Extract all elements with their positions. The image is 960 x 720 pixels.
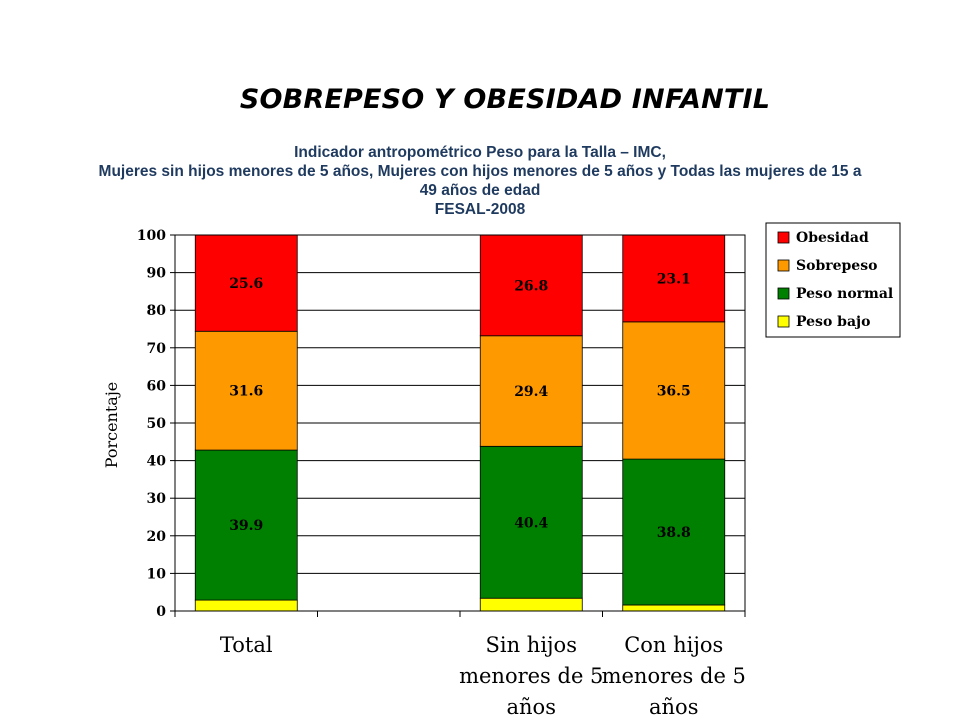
y-tick-label: 80 [147,303,167,319]
legend: Obesidad Sobrepeso Peso normal Peso bajo [765,222,901,338]
bar-segment [479,597,583,612]
bar-segment [194,599,298,612]
bar-segment [622,234,726,323]
bar-segment [622,458,726,606]
x-category-label: años [507,695,556,719]
bar-value-label: 40.4 [514,515,548,531]
bar-value-label: 29.4 [514,384,548,400]
y-tick-label: 10 [147,566,167,582]
legend-swatch [777,231,790,244]
bar-value-label: 36.5 [657,383,691,399]
y-tick-label: 50 [147,416,167,432]
bar-segment [479,234,583,337]
bars [194,234,726,612]
y-tick-label: 0 [156,604,166,620]
y-tick-label: 40 [147,454,167,470]
y-tick-label: 70 [147,341,167,357]
legend-swatch [777,315,790,328]
legend-label: Obesidad [796,230,869,246]
bar-value-label: 26.8 [514,278,548,294]
bar-value-label: 25.6 [229,276,263,292]
bar-value-label: 39.9 [229,518,263,534]
x-category-label: Con hijos [624,633,723,657]
legend-label: Peso bajo [796,314,870,330]
y-tick-label: 90 [147,266,167,282]
x-category-label: años [649,695,698,719]
axes: 0 10 20 30 40 50 60 70 80 90 100 Total Sin hijos meno… [137,228,746,719]
bar-segment [622,321,726,460]
bar-segment [194,330,298,451]
x-category-label: Sin hijos [486,633,577,657]
y-axis-label: Porcentaje [102,382,121,469]
bar-segment [479,445,583,599]
y-tick-label: 60 [147,378,167,394]
bar-segment [479,335,583,447]
bar-value-label: 23.1 [657,271,691,287]
slide-title: SOBREPESO Y OBESIDAD INFANTIL [239,84,771,115]
bar-value-label: 38.8 [657,525,691,541]
bar-segment [622,604,726,612]
y-tick-label: 100 [137,228,166,244]
legend-swatch [777,259,790,272]
subtitle-line-2: Mujeres sin hijos menores de 5 años, Muj… [98,163,862,180]
bar-segment [194,449,298,601]
subtitle-line-4: FESAL-2008 [434,201,526,218]
subtitle-line-1: Indicador antropométrico Peso para la Ta… [294,144,666,161]
bar-value-label: 31.6 [229,384,263,400]
x-category-label: menores de 5 [459,664,603,688]
x-category-label: menores de 5 [602,664,746,688]
legend-swatch [777,287,790,300]
legend-label: Peso normal [796,286,893,302]
y-tick-label: 30 [147,491,167,507]
y-tick-label: 20 [147,529,167,545]
data-labels: 39.9 31.6 25.6 40.4 29.4 26.8 38.8 36.5 23.1 [229,271,691,541]
subtitle-line-3: 49 años de edad [419,182,541,199]
bar-segment [194,234,298,332]
legend-label: Sobrepeso [796,258,877,274]
x-category-label: Total [220,633,273,657]
chart-subtitle: Indicador antropométrico Peso para la Ta… [0,143,960,219]
